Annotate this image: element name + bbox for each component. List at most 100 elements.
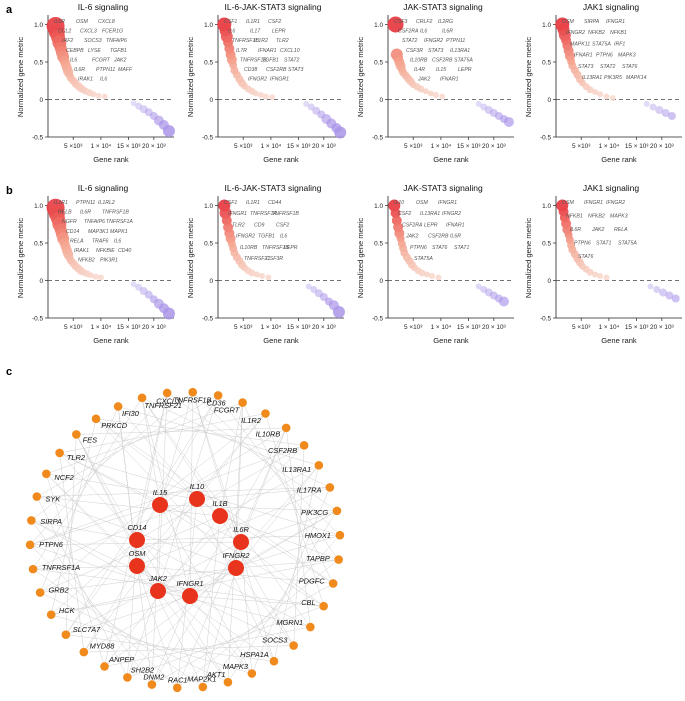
- network-edge: [177, 559, 339, 689]
- network-edge: [240, 427, 287, 543]
- gene-label: STAT2: [600, 64, 615, 70]
- hub-node: [233, 534, 249, 550]
- data-point: [586, 86, 594, 94]
- data-point: [130, 281, 137, 288]
- gene-label: RELA: [614, 227, 628, 233]
- data-point: [130, 100, 137, 107]
- network-edge: [251, 487, 331, 674]
- chart-title: IL-6 signaling: [78, 183, 129, 193]
- x-tick-label: 5 ×10³: [234, 324, 252, 331]
- network-edge: [32, 498, 198, 570]
- gene-label: STAT1: [454, 245, 469, 251]
- data-point: [265, 274, 272, 281]
- gene-label: IFNGR2: [236, 234, 255, 240]
- ring-node: [72, 430, 81, 439]
- hub-node-label: JAK2: [148, 574, 167, 583]
- gene-label: JAK2: [113, 57, 127, 63]
- y-tick-label: 1.0: [542, 203, 551, 210]
- network-edge: [51, 590, 159, 615]
- data-point: [665, 291, 674, 300]
- ring-node: [55, 448, 64, 458]
- gene-label: TNFRSF1B: [232, 38, 259, 44]
- gene-label: IFNGR1: [438, 200, 457, 206]
- data-point: [609, 95, 616, 101]
- network-edge: [51, 539, 138, 615]
- gene-label: RELA: [70, 238, 84, 244]
- ring-node: [289, 641, 298, 650]
- gene-label: STAT5A: [618, 240, 637, 246]
- ring-node: [325, 483, 335, 492]
- gene-label: IL1R1: [246, 19, 260, 25]
- network-edge: [76, 427, 287, 435]
- ring-node-label: HSPA1A: [240, 650, 269, 659]
- ring-node-label: SH2B2: [131, 665, 154, 674]
- gene-label: IL17: [250, 29, 261, 35]
- gene-label: IL13RA1: [420, 211, 440, 217]
- gene-label: IL6R: [570, 227, 581, 233]
- network-edge: [32, 397, 143, 570]
- gene-label: CD38: [244, 67, 257, 73]
- gene-label: MAPK11: [570, 41, 590, 47]
- network-edge: [59, 413, 266, 454]
- network-edge: [95, 418, 305, 446]
- hub-node: [182, 588, 198, 604]
- ring-node: [213, 391, 223, 400]
- ring-node: [28, 564, 38, 574]
- y-tick-label: -0.5: [372, 134, 383, 141]
- x-axis-label: Gene rank: [433, 155, 469, 164]
- data-point: [334, 126, 347, 139]
- gene-label: TNFRSF1A: [250, 211, 277, 217]
- gene-label: IFNGR2: [424, 38, 443, 44]
- network-edge: [36, 496, 128, 678]
- gene-label: CXCL8: [98, 19, 115, 25]
- gene-label: PIK3R1: [100, 258, 118, 264]
- y-axis-label: Normalized gene metric: [356, 218, 365, 298]
- gene-label: IL13RA1: [582, 75, 602, 81]
- scatter-panel-b2: IL-6-JAK-STAT3 signaling -0.5 0 0.5 1.0 5 ×10…: [186, 183, 345, 345]
- gene-label: IRF2: [62, 38, 73, 44]
- x-tick-label: 15 × 10³: [287, 324, 311, 331]
- ring-node: [35, 588, 45, 597]
- ring-node: [198, 682, 208, 692]
- gene-label: CSF3: [394, 19, 407, 25]
- ring-node-label: FCGRT: [214, 406, 240, 415]
- ring-node-label: CXCL3: [156, 396, 181, 405]
- ring-node-label: MAP2K1: [187, 675, 216, 684]
- chart-title: JAK1 signaling: [583, 2, 640, 12]
- gene-label: JAK2: [591, 227, 605, 233]
- gene-label: TNFRSF1A: [106, 219, 133, 225]
- ring-node: [334, 555, 343, 564]
- gene-label: IL15: [436, 67, 446, 73]
- network-edge: [51, 559, 339, 615]
- gene-label: MAP3K1: [88, 229, 109, 235]
- x-tick-label: 1 × 10⁴: [261, 324, 282, 331]
- y-axis-label: Normalized gene metric: [16, 37, 25, 117]
- gene-label: IL10RB: [240, 245, 258, 251]
- ring-node: [27, 516, 36, 525]
- gene-label: IL6R: [450, 234, 461, 240]
- x-tick-label: 1 × 10⁴: [431, 143, 452, 150]
- gene-label: TGFB1: [258, 234, 275, 240]
- network-edge: [141, 397, 330, 488]
- ring-node-label: HMOX1: [305, 531, 331, 540]
- ring-node-label: ANPEP: [108, 655, 134, 664]
- gene-label: LEPR: [272, 29, 286, 35]
- x-tick-label: 5 ×10³: [404, 143, 422, 150]
- hub-node: [150, 583, 166, 599]
- hub-node-label: IFNGR2: [222, 551, 249, 560]
- y-tick-label: -0.5: [202, 134, 213, 141]
- gene-label: IFNAR1: [574, 53, 593, 59]
- network-edge: [83, 645, 294, 653]
- x-axis-label: Gene rank: [433, 336, 469, 345]
- network-edge: [227, 510, 338, 683]
- gene-label: CSF2: [276, 222, 289, 228]
- scatter-panel-a1: IL-6 signaling -0.5 0 0.5 1.0 5 ×10³ 1 × 10⁴ 15…: [16, 2, 175, 164]
- data-point: [303, 101, 310, 107]
- network-edge: [189, 510, 338, 597]
- hub-node: [212, 508, 228, 524]
- x-axis-label: Gene rank: [93, 155, 129, 164]
- data-point: [162, 125, 175, 137]
- gene-label: IRAK1: [74, 248, 89, 254]
- gene-label: LEPR: [458, 67, 472, 73]
- ring-node: [299, 441, 309, 450]
